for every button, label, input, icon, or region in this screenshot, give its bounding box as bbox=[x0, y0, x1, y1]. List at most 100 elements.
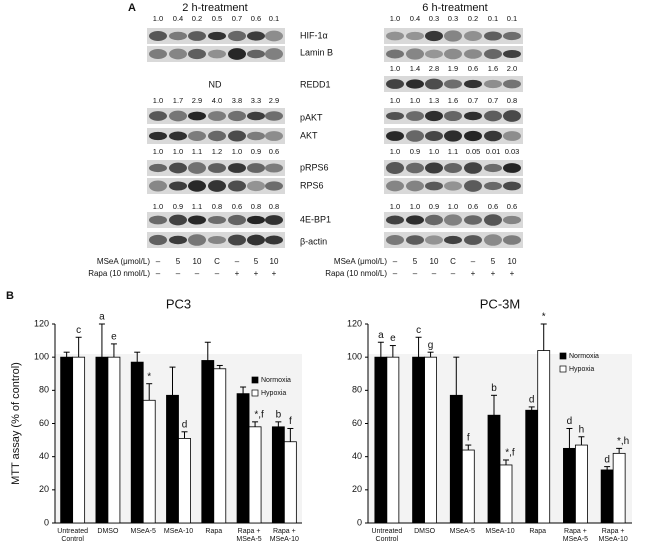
quantification: 0.8 bbox=[507, 96, 517, 105]
bar bbox=[487, 414, 501, 524]
quantification: 1.4 bbox=[410, 64, 420, 73]
blot-band bbox=[208, 130, 226, 142]
treatment-name: MSeA (μmol/L) bbox=[97, 257, 150, 266]
treatment-level: + bbox=[510, 269, 515, 278]
blot-band bbox=[149, 111, 167, 121]
blot-band bbox=[406, 48, 424, 60]
significance-label: *,f bbox=[254, 409, 264, 420]
x-tick-label: MSeA-5 bbox=[449, 528, 475, 535]
blot-band bbox=[265, 181, 283, 191]
protein-label: AKT bbox=[300, 130, 318, 140]
blot-band bbox=[503, 31, 521, 41]
bar bbox=[412, 356, 425, 524]
significance-label: b bbox=[491, 383, 497, 394]
blot-band bbox=[464, 235, 482, 245]
blot-band bbox=[503, 131, 521, 141]
blot-band bbox=[228, 163, 246, 173]
blot-band bbox=[228, 110, 246, 122]
blot-band bbox=[188, 48, 206, 60]
blot-band bbox=[169, 162, 187, 174]
blot-band bbox=[247, 163, 265, 173]
y-tick-label: 0 bbox=[357, 517, 362, 527]
blot-band bbox=[444, 110, 462, 122]
blot-band bbox=[247, 49, 265, 59]
blot-band bbox=[406, 235, 424, 245]
blot-band bbox=[188, 215, 206, 225]
blot-band bbox=[149, 215, 167, 225]
blot-band bbox=[444, 181, 462, 191]
significance-label: e bbox=[390, 333, 396, 344]
blot-band bbox=[228, 30, 246, 42]
treatment-level: – bbox=[413, 269, 418, 278]
significance-label: d bbox=[182, 419, 188, 430]
significance-label: g bbox=[428, 340, 434, 351]
blot-band bbox=[484, 49, 502, 59]
significance-label: d bbox=[604, 454, 610, 465]
quantification: 0.5 bbox=[212, 14, 222, 23]
blot-band bbox=[425, 78, 443, 90]
significance-label: e bbox=[111, 332, 117, 343]
bar bbox=[461, 449, 475, 524]
treatment-level: 5 bbox=[254, 257, 259, 266]
significance-label: c bbox=[76, 325, 81, 336]
blot-band bbox=[149, 180, 167, 192]
x-tick-label: Untreated Control bbox=[57, 528, 89, 543]
treatment-level: 10 bbox=[430, 257, 439, 266]
quantification: 0.7 bbox=[488, 96, 498, 105]
chart-title: PC-3M bbox=[480, 296, 520, 311]
quantification: 0.6 bbox=[232, 202, 242, 211]
blot-band bbox=[208, 215, 226, 225]
quantification: 0.8 bbox=[212, 202, 222, 211]
treatment-level: 5 bbox=[176, 257, 181, 266]
bar bbox=[537, 350, 551, 524]
blot-band bbox=[484, 31, 502, 41]
quantification: 1.0 bbox=[390, 147, 400, 156]
blot-band bbox=[503, 49, 521, 59]
quantification: 0.4 bbox=[173, 14, 183, 23]
blot-band bbox=[228, 48, 246, 60]
quantification: 2.9 bbox=[192, 96, 202, 105]
blot-band bbox=[425, 235, 443, 245]
blot-band bbox=[265, 215, 283, 225]
quantification: 0.9 bbox=[410, 147, 420, 156]
blot-band bbox=[425, 131, 443, 141]
significance-label: *,h bbox=[617, 436, 629, 447]
significance-label: c bbox=[416, 325, 421, 336]
blot-band bbox=[484, 130, 502, 142]
blot-band bbox=[503, 110, 521, 122]
blot-band bbox=[247, 31, 265, 41]
x-tick-label: Untreated Control bbox=[371, 528, 403, 543]
quantification: 0.9 bbox=[173, 202, 183, 211]
bar bbox=[386, 356, 400, 524]
quantification: 4.0 bbox=[212, 96, 222, 105]
blot-band bbox=[169, 110, 187, 122]
blot-band bbox=[464, 79, 482, 89]
y-tick-label: 60 bbox=[352, 418, 362, 428]
x-tick-label: Rapa bbox=[205, 528, 223, 535]
blot-band bbox=[386, 162, 404, 174]
quantification: 0.3 bbox=[429, 14, 439, 23]
blot-band bbox=[386, 49, 404, 59]
quantification: 1.0 bbox=[390, 96, 400, 105]
treatment-level: – bbox=[235, 257, 240, 266]
blot-band bbox=[188, 131, 206, 141]
treatment-level: – bbox=[432, 269, 437, 278]
significance-label: *,f bbox=[505, 448, 515, 459]
y-tick-label: 0 bbox=[44, 517, 49, 527]
quantification: 3.8 bbox=[232, 96, 242, 105]
bar bbox=[248, 426, 262, 524]
blot-band bbox=[444, 130, 462, 142]
blot-band bbox=[484, 163, 502, 173]
y-tick-label: 80 bbox=[352, 385, 362, 395]
bar bbox=[201, 360, 215, 524]
bar bbox=[213, 368, 227, 524]
quantification: 1.0 bbox=[153, 147, 163, 156]
bar bbox=[374, 356, 388, 524]
quantification: 0.8 bbox=[269, 202, 279, 211]
blot-band bbox=[386, 235, 404, 245]
y-tick-label: 80 bbox=[39, 385, 49, 395]
quantification: 1.0 bbox=[410, 202, 420, 211]
bar bbox=[95, 356, 109, 524]
quantification: 1.0 bbox=[390, 14, 400, 23]
treatment-level: – bbox=[156, 257, 161, 266]
